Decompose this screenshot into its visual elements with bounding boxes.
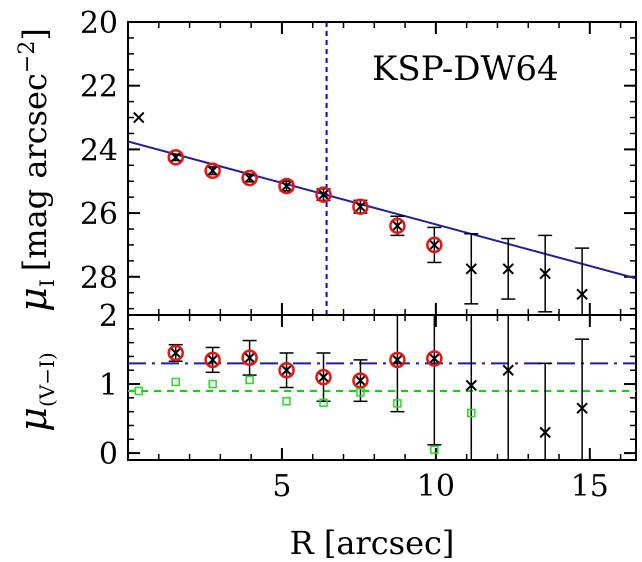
color-profile-panel: 0 1 2 5 10 15 <box>99 299 637 504</box>
plot-body <box>128 22 636 315</box>
y-tick-label: 28 <box>80 261 118 296</box>
x-data-point <box>317 371 330 383</box>
x-data-point <box>539 426 551 439</box>
x-tick-label: 10 <box>417 469 455 504</box>
x-data-point <box>428 239 441 251</box>
y-tick-label: 0 <box>99 437 118 472</box>
circled-data-point <box>204 162 221 179</box>
x-data-point <box>317 188 330 201</box>
mu-symbol: μ <box>11 287 55 312</box>
square-data-point <box>430 445 439 454</box>
circled-data-point <box>426 350 443 367</box>
circled-data-point <box>352 198 369 215</box>
x-data-point <box>354 201 367 213</box>
x-data-point <box>502 263 514 275</box>
x-data-point <box>243 352 256 364</box>
x-data-point <box>465 379 477 392</box>
square-data-point <box>245 375 254 385</box>
mu-symbol: μ <box>11 407 55 432</box>
circled-data-point <box>315 186 332 203</box>
top-panel: 20 22 24 26 28 <box>80 6 637 316</box>
x-data-point <box>428 352 441 365</box>
x-data-point <box>206 165 219 177</box>
square-data-point <box>208 379 217 389</box>
y-tick-label: 22 <box>80 70 118 105</box>
x-tick-label: 5 <box>272 469 291 504</box>
circled-data-point <box>241 169 258 187</box>
x-data-point <box>354 374 367 387</box>
square-data-point <box>467 408 476 418</box>
x-data-point <box>280 180 293 192</box>
unit-exponent: −2 <box>15 41 40 73</box>
plot-body <box>128 315 636 460</box>
x-data-point <box>391 354 404 366</box>
unit-close: ] <box>16 28 54 40</box>
square-data-point <box>393 399 402 408</box>
circled-data-point <box>204 351 221 369</box>
plot-frame <box>127 314 637 461</box>
x-data-point <box>576 402 588 414</box>
circled-data-point <box>352 372 369 389</box>
square-data-point <box>134 386 144 396</box>
circled-data-point <box>167 344 184 362</box>
square-data-point <box>319 398 328 407</box>
y-axis-title-top: μI [mag arcsec−2] <box>11 28 59 312</box>
x-data-point <box>576 288 588 301</box>
y-axis-title-bottom: μ(V−I) <box>11 352 59 431</box>
y-tick-label: 20 <box>80 6 118 41</box>
circled-data-point <box>241 349 258 367</box>
y-tick-label: 26 <box>80 197 118 232</box>
circled-data-point <box>315 368 332 386</box>
x-axis-title: R [arcsec] <box>290 524 455 562</box>
x-data-point <box>502 364 514 376</box>
x-data-point <box>539 267 551 280</box>
x-data-point <box>391 220 404 232</box>
x-data-point <box>465 263 477 275</box>
circled-data-point <box>389 217 406 235</box>
x-data-point <box>206 354 219 366</box>
circled-data-point <box>389 351 406 369</box>
y-tick-label: 2 <box>99 299 118 334</box>
y-tick-label: 1 <box>99 368 118 403</box>
x-data-point <box>243 172 256 184</box>
exponential-fit-line <box>128 140 636 280</box>
galaxy-label: KSP-DW64 <box>372 49 559 89</box>
y-tick-label: 24 <box>80 133 118 168</box>
x-data-point <box>170 151 182 164</box>
circled-data-point <box>278 361 295 379</box>
x-data-point <box>170 347 182 359</box>
mu-subscript: I <box>35 279 59 287</box>
circled-data-point <box>426 236 443 254</box>
circled-data-point <box>278 177 295 195</box>
circled-data-point <box>167 149 184 166</box>
square-data-point <box>171 377 180 387</box>
x-data-point <box>280 364 293 376</box>
square-data-point <box>356 388 365 397</box>
x-tick-label: 15 <box>571 469 609 504</box>
mu-subscript: (V−I) <box>35 352 59 407</box>
square-data-point <box>282 397 291 406</box>
x-data-point <box>133 111 145 124</box>
unit-text: [mag arcsec <box>16 73 54 271</box>
